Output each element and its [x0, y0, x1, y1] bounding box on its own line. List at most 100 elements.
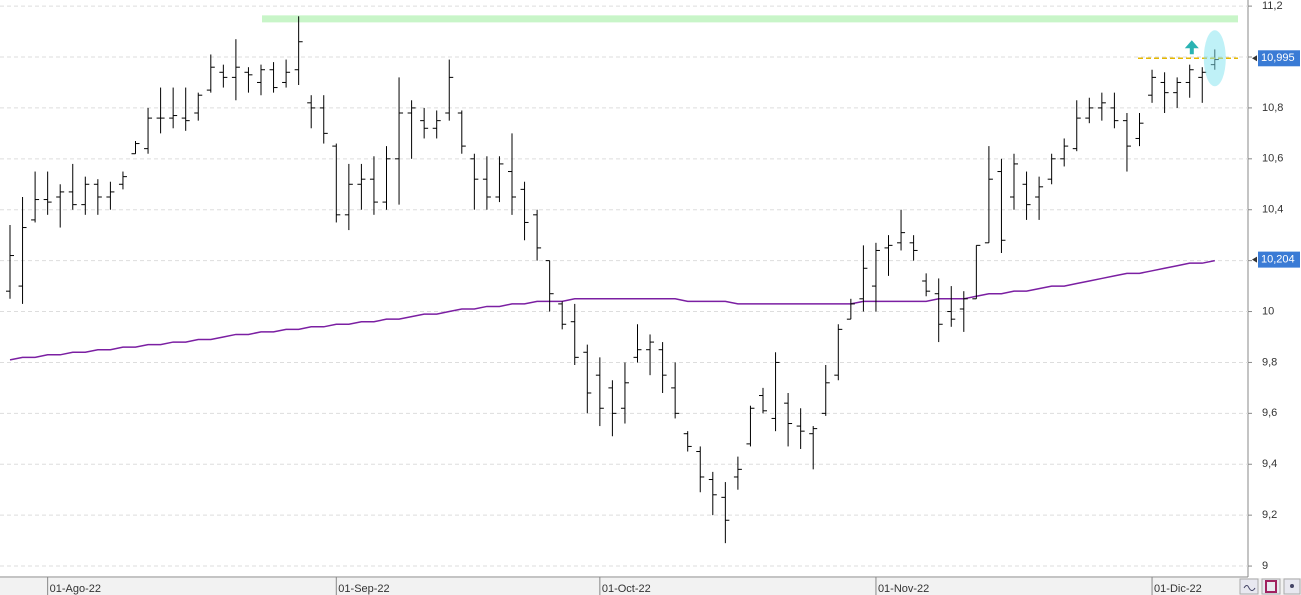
x-tick-label: 01-Dic-22	[1154, 583, 1202, 595]
ohlc-bar	[859, 245, 868, 312]
ohlc-bar	[43, 171, 52, 215]
ohlc-bar	[144, 107, 153, 154]
ohlc-bar	[1035, 176, 1044, 220]
ohlc-bar	[1160, 72, 1169, 114]
y-tick-label: 10,4	[1262, 204, 1283, 216]
ohlc-bar	[106, 181, 115, 210]
ohlc-bar	[31, 171, 40, 223]
ohlc-bar	[131, 141, 140, 155]
ohlc-bar	[871, 242, 880, 312]
price-box	[1258, 251, 1300, 268]
x-tick-label: 01-Sep-22	[338, 583, 389, 595]
y-tick-label: 9,6	[1262, 407, 1277, 419]
ohlc-bar	[495, 156, 504, 203]
ohlc-bar	[93, 179, 102, 215]
ohlc-bar	[219, 64, 228, 88]
ohlc-bar	[369, 156, 378, 215]
ohlc-bar	[344, 163, 353, 231]
ohlc-bar	[319, 95, 328, 144]
ohlc-bar	[294, 16, 303, 86]
ohlc-bar	[972, 244, 981, 300]
ohlc-bar	[721, 482, 730, 544]
ohlc-bar	[445, 59, 454, 121]
ohlc-bar	[1110, 92, 1119, 129]
arrow-up	[1184, 40, 1199, 55]
ohlc-bar	[520, 181, 529, 241]
ohlc-bar	[934, 278, 943, 343]
ohlc-bar	[959, 291, 968, 332]
y-tick-label: 10	[1262, 305, 1274, 317]
ohlc-bar	[56, 184, 65, 228]
ohlc-bar	[620, 362, 629, 424]
ohlc-bar	[1097, 92, 1106, 121]
ohlc-bar	[608, 380, 617, 437]
ohlc-bar	[671, 362, 680, 419]
y-tick-label: 9,8	[1262, 356, 1277, 368]
ohlc-bar	[570, 303, 579, 365]
y-tick-label: 11,2	[1262, 0, 1283, 12]
moving-average	[9, 259, 1215, 361]
y-tick-label: 9,4	[1262, 458, 1277, 470]
ohlc-bar	[683, 431, 692, 452]
ohlc-bar	[1047, 153, 1056, 185]
ohlc-bar	[558, 301, 567, 330]
ohlc-bar	[257, 64, 265, 96]
ohlc-bar	[357, 163, 366, 210]
ohlc-bar	[646, 334, 655, 376]
ohlc-bar	[1148, 69, 1157, 103]
y-tick-label: 10,6	[1262, 153, 1283, 165]
x-tick-label: 01-Oct-22	[602, 583, 651, 595]
y-tick-label: 10,8	[1262, 102, 1283, 114]
ohlc-bar	[997, 158, 1006, 253]
ohlc-bar	[194, 92, 203, 121]
ohlc-bar	[420, 107, 429, 139]
price-pointer	[1252, 55, 1257, 62]
ohlc-bar	[947, 286, 956, 327]
ohlc-bar	[821, 364, 830, 416]
ohlc-bar	[395, 77, 404, 205]
ohlc-bar	[696, 446, 705, 493]
ohlc-bar	[846, 298, 855, 320]
ohlc-bar	[909, 235, 918, 261]
ohlc-bar	[6, 224, 14, 299]
ohlc-bar	[583, 344, 592, 414]
ohlc-bar	[1122, 113, 1131, 172]
ohlc-bar	[181, 87, 190, 131]
ohlc-bar	[984, 146, 993, 244]
ohlc-bar	[897, 209, 906, 251]
ohlc-bar	[482, 156, 491, 210]
ohlc-bar	[282, 59, 291, 88]
ohlc-bar	[746, 405, 755, 447]
ohlc-bar	[658, 342, 667, 393]
ohlc-bar	[156, 87, 165, 134]
ohlc-bar	[784, 392, 793, 447]
price-label: 10,995	[1261, 52, 1295, 64]
y-tick-label: 9	[1262, 560, 1268, 572]
ohlc-bar	[545, 260, 554, 312]
ohlc-bar	[231, 39, 240, 101]
icon	[1265, 580, 1277, 593]
price-box	[1258, 50, 1300, 67]
ohlc-bar	[1185, 64, 1194, 98]
ohlc-bar	[118, 171, 127, 190]
ohlc-bar	[1173, 77, 1182, 108]
x-tick-label: 01-Ago-22	[50, 583, 101, 595]
ohlc-bar	[633, 324, 642, 363]
ohlc-bar	[1072, 100, 1081, 152]
ohlc-bar	[759, 387, 767, 414]
icon	[1290, 584, 1294, 588]
x-tick-label: 01-Nov-22	[878, 583, 929, 595]
button[interactable]	[1239, 578, 1259, 595]
ohlc-bar	[508, 133, 516, 215]
ohlc-bar	[382, 146, 391, 210]
y-tick-label: 9,2	[1262, 509, 1277, 521]
x-axis-band	[0, 578, 1301, 595]
ohlc-bar	[244, 67, 253, 93]
ohlc-bar	[809, 426, 818, 470]
ohlc-bar	[68, 163, 77, 210]
ohlc-bar	[81, 176, 90, 215]
ohlc-bar	[169, 87, 178, 129]
ohlc-bar	[269, 62, 278, 93]
ohlc-bar	[1135, 113, 1144, 147]
